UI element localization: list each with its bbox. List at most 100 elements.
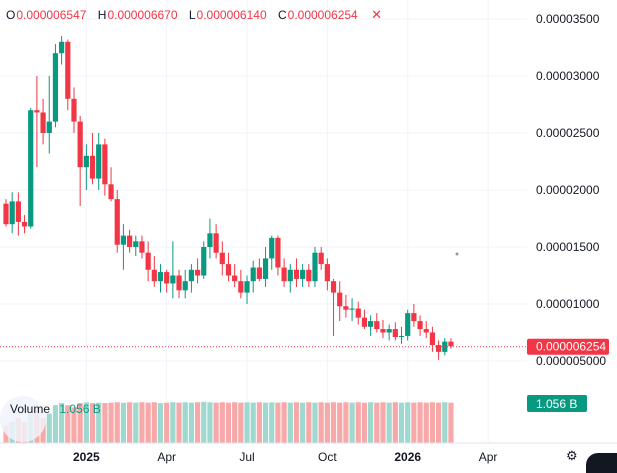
volume-bar [275, 402, 281, 443]
volume-bar [293, 402, 300, 443]
volume-bar [139, 402, 145, 443]
candle-body [157, 272, 164, 282]
candle-body [232, 275, 238, 282]
candle-body [145, 252, 151, 270]
open-label: O [6, 8, 16, 22]
volume-bar [232, 402, 238, 443]
candle-body [207, 233, 213, 247]
candle-body [355, 308, 361, 318]
volume-label: Volume [10, 402, 51, 416]
volume-bar [219, 402, 225, 443]
x-tick-label: Apr [479, 450, 498, 464]
candle-body [238, 281, 244, 293]
candle-body [108, 184, 114, 200]
candle-body [392, 329, 398, 338]
volume-bar [392, 402, 398, 443]
candle-body [250, 267, 256, 282]
candle-body [337, 292, 343, 307]
candle-body [436, 345, 442, 352]
volume-bar [194, 402, 201, 443]
volume-value: 1.056 B [59, 402, 101, 416]
gear-icon[interactable]: ⚙ [566, 448, 578, 463]
candle-body [306, 269, 312, 282]
candle-body [77, 121, 83, 168]
candle-body [300, 269, 306, 279]
volume-bar [114, 402, 120, 443]
volume-bar [157, 403, 164, 443]
candle-body [380, 329, 386, 333]
x-tick-label: Oct [318, 450, 337, 464]
volume-bar [164, 402, 170, 443]
open-value: 0.000006547 [16, 8, 87, 22]
candle-body [312, 252, 318, 282]
price-axis[interactable]: 0.00003500 0.00003000 0.00002500 0.00002000… [536, 12, 606, 368]
candle-body [318, 252, 324, 265]
volume-bar [355, 402, 361, 443]
candle-body [324, 264, 330, 282]
x-tick-label: 2026 [394, 450, 421, 464]
candle-body [151, 269, 157, 282]
candle-body [188, 269, 194, 282]
volume-bar [71, 407, 77, 443]
candle-body [194, 269, 201, 276]
candle-body [120, 235, 127, 245]
candle-body [114, 199, 120, 245]
candle-body [127, 235, 133, 247]
volume-bar [380, 402, 386, 443]
volume-bar [330, 402, 337, 443]
candle-body [52, 53, 59, 122]
low-label: L [188, 8, 196, 22]
volume-bar [429, 402, 436, 443]
candle-body [287, 269, 293, 282]
candle-body [219, 252, 225, 265]
candle-body [429, 332, 436, 346]
candle-body [176, 275, 182, 291]
volume-bar [417, 402, 423, 443]
last-price-label: 0.000006254 [536, 340, 606, 354]
candle-body [65, 41, 71, 99]
candle-body [343, 306, 349, 310]
candle-body [28, 110, 34, 227]
candle-body [244, 281, 250, 293]
volume-bar [188, 402, 194, 443]
volume-bar [269, 402, 275, 443]
volume-bar [442, 402, 448, 443]
y-tick-label: 0.00002500 [536, 126, 600, 140]
last-price-line: 0.000006254 1.056 B [0, 252, 609, 412]
volume-legend[interactable]: Volume 1.056 B [10, 402, 101, 416]
candle-body [411, 313, 417, 322]
volume-bar [349, 402, 355, 443]
candle-body [256, 267, 262, 279]
volume-bar [411, 402, 417, 443]
volume-bar [59, 403, 65, 443]
volume-bar [374, 402, 380, 443]
volume-bar [176, 402, 182, 443]
y-tick-label: 0.000005000 [536, 354, 606, 368]
high-label: H [97, 8, 107, 22]
volume-bar [145, 402, 151, 443]
y-tick-label: 0.00003000 [536, 69, 600, 83]
volume-bar [300, 402, 306, 443]
y-tick-label: 0.00002000 [536, 183, 600, 197]
close-icon[interactable]: ✕ [371, 7, 382, 22]
volume-bar [337, 402, 343, 443]
volume-badge [527, 395, 587, 412]
candle-body [102, 144, 108, 185]
volume-bar [96, 402, 102, 443]
volume-bar [120, 402, 127, 443]
candle-body [269, 237, 275, 259]
volume-bar [386, 402, 392, 443]
candle-body [133, 241, 139, 247]
candle-body [349, 308, 355, 310]
candle-body [170, 275, 176, 284]
volume-bar [256, 402, 262, 443]
low-value: 0.000006140 [196, 8, 267, 22]
candle-body [417, 321, 423, 330]
volume-bar [127, 402, 133, 443]
volume-bar [46, 413, 52, 443]
panel-corner [586, 453, 617, 473]
candle-body [386, 329, 392, 333]
time-axis[interactable]: 2025 Apr Jul Oct 2026 Apr [0, 442, 617, 464]
candle-body [398, 335, 405, 338]
